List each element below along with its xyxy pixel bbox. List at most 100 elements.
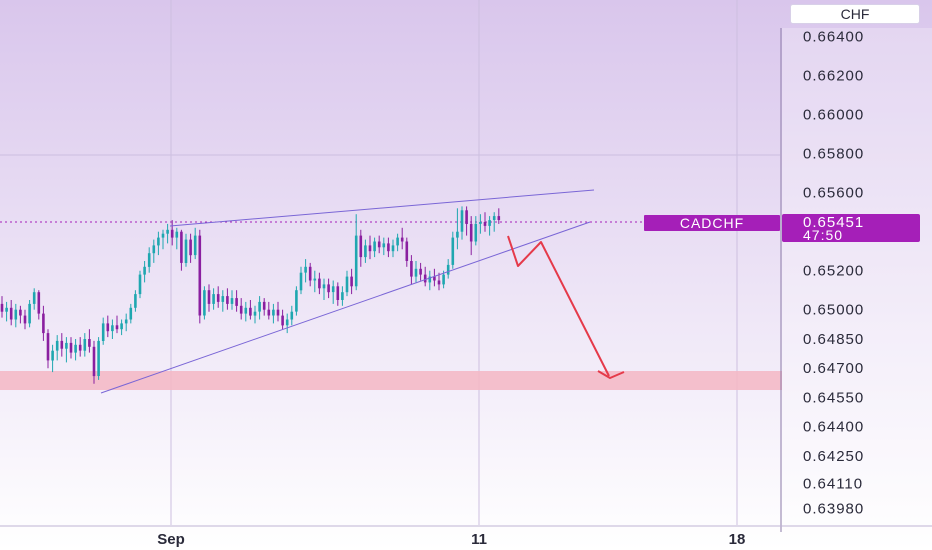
candle — [377, 235, 381, 254]
candle — [55, 335, 59, 361]
grid-lines — [0, 0, 780, 525]
trendlines — [100, 189, 595, 394]
candle-body — [460, 210, 464, 232]
candle-body — [483, 222, 487, 226]
candle-body — [42, 313, 45, 334]
candle-body — [272, 309, 275, 316]
candle-body — [19, 309, 22, 316]
candle-body — [161, 233, 165, 238]
projection-arrow — [507, 235, 625, 379]
arrowhead-icon — [597, 370, 625, 379]
candle-body — [193, 235, 197, 256]
candle — [184, 233, 188, 267]
candle — [249, 300, 252, 320]
candle — [446, 259, 450, 279]
candle-body — [262, 301, 266, 310]
candle — [106, 315, 110, 338]
candle-body — [345, 276, 349, 293]
candle-body — [479, 222, 482, 224]
candle — [405, 237, 409, 267]
candle-body — [203, 290, 206, 316]
candle — [115, 315, 119, 334]
candle-body — [276, 309, 280, 316]
candle — [474, 216, 478, 246]
y-tick-label: 0.64550 — [803, 390, 864, 407]
candle-body — [331, 286, 335, 293]
candle-body — [55, 340, 59, 351]
candle — [65, 337, 68, 363]
candle-body — [299, 272, 303, 291]
y-tick-label: 0.65000 — [803, 302, 864, 319]
candle — [19, 305, 22, 324]
price-axis[interactable]: 0.66400 0.66200 0.66000 0.65800 0.65600 0.652… — [780, 28, 932, 533]
candle — [14, 303, 18, 328]
lower-trendline — [100, 221, 591, 394]
candle — [74, 339, 77, 361]
candle — [359, 229, 363, 267]
candle — [341, 286, 344, 306]
candle-body — [97, 340, 100, 376]
candle-body — [308, 266, 312, 281]
candle — [396, 233, 399, 252]
candle-body — [221, 296, 225, 302]
candle-body — [410, 261, 413, 277]
candle — [239, 298, 243, 320]
y-tick-label: 0.66200 — [803, 68, 864, 85]
candle-body — [281, 315, 284, 326]
candle — [423, 266, 427, 287]
candle-body — [101, 323, 105, 341]
candle-body — [341, 292, 344, 300]
candle-body — [295, 290, 298, 312]
x-tick-label-sep: Sep — [157, 531, 185, 548]
candle — [120, 319, 123, 336]
candle-body — [322, 284, 326, 289]
candle-body — [74, 344, 77, 353]
candle — [189, 233, 192, 263]
candle — [308, 262, 312, 287]
candle-body — [387, 243, 390, 252]
candle — [295, 286, 298, 316]
candle-body — [244, 307, 248, 314]
candle-body — [414, 268, 418, 277]
current-price-badge: 0.65451 47:50 — [782, 214, 920, 243]
currency-selector[interactable]: CHF — [790, 4, 920, 24]
candle — [368, 235, 372, 260]
candle — [391, 239, 395, 258]
candle-body — [111, 325, 114, 332]
candle-body — [235, 298, 238, 306]
candle-body — [433, 276, 436, 281]
candle — [336, 282, 340, 306]
candle — [134, 290, 137, 312]
candle — [400, 227, 404, 250]
y-tick-label: 0.66000 — [803, 107, 864, 124]
time-axis[interactable]: Sep 11 18 — [0, 525, 932, 548]
candle-body — [152, 245, 156, 254]
upper-trendline — [169, 189, 595, 227]
candle — [221, 290, 225, 312]
candle — [101, 317, 105, 345]
candle — [414, 261, 418, 283]
candle-body — [184, 239, 188, 263]
candle-body — [492, 216, 496, 220]
candle-body — [14, 309, 18, 320]
candle — [193, 227, 197, 260]
candle-body — [400, 237, 404, 242]
candle-body — [405, 241, 409, 261]
candle — [281, 309, 284, 330]
candle — [230, 290, 234, 310]
candle-body — [423, 274, 427, 283]
candle — [373, 237, 376, 258]
candle — [138, 270, 142, 299]
candle-body — [382, 243, 386, 248]
candle — [345, 270, 349, 297]
candle — [253, 305, 257, 324]
candle — [5, 301, 8, 322]
y-tick-label: 0.64110 — [803, 475, 863, 492]
y-tick-label: 0.64400 — [803, 419, 864, 436]
candle — [364, 239, 367, 263]
candle — [267, 301, 271, 320]
candle — [350, 268, 353, 295]
candle — [479, 214, 482, 234]
